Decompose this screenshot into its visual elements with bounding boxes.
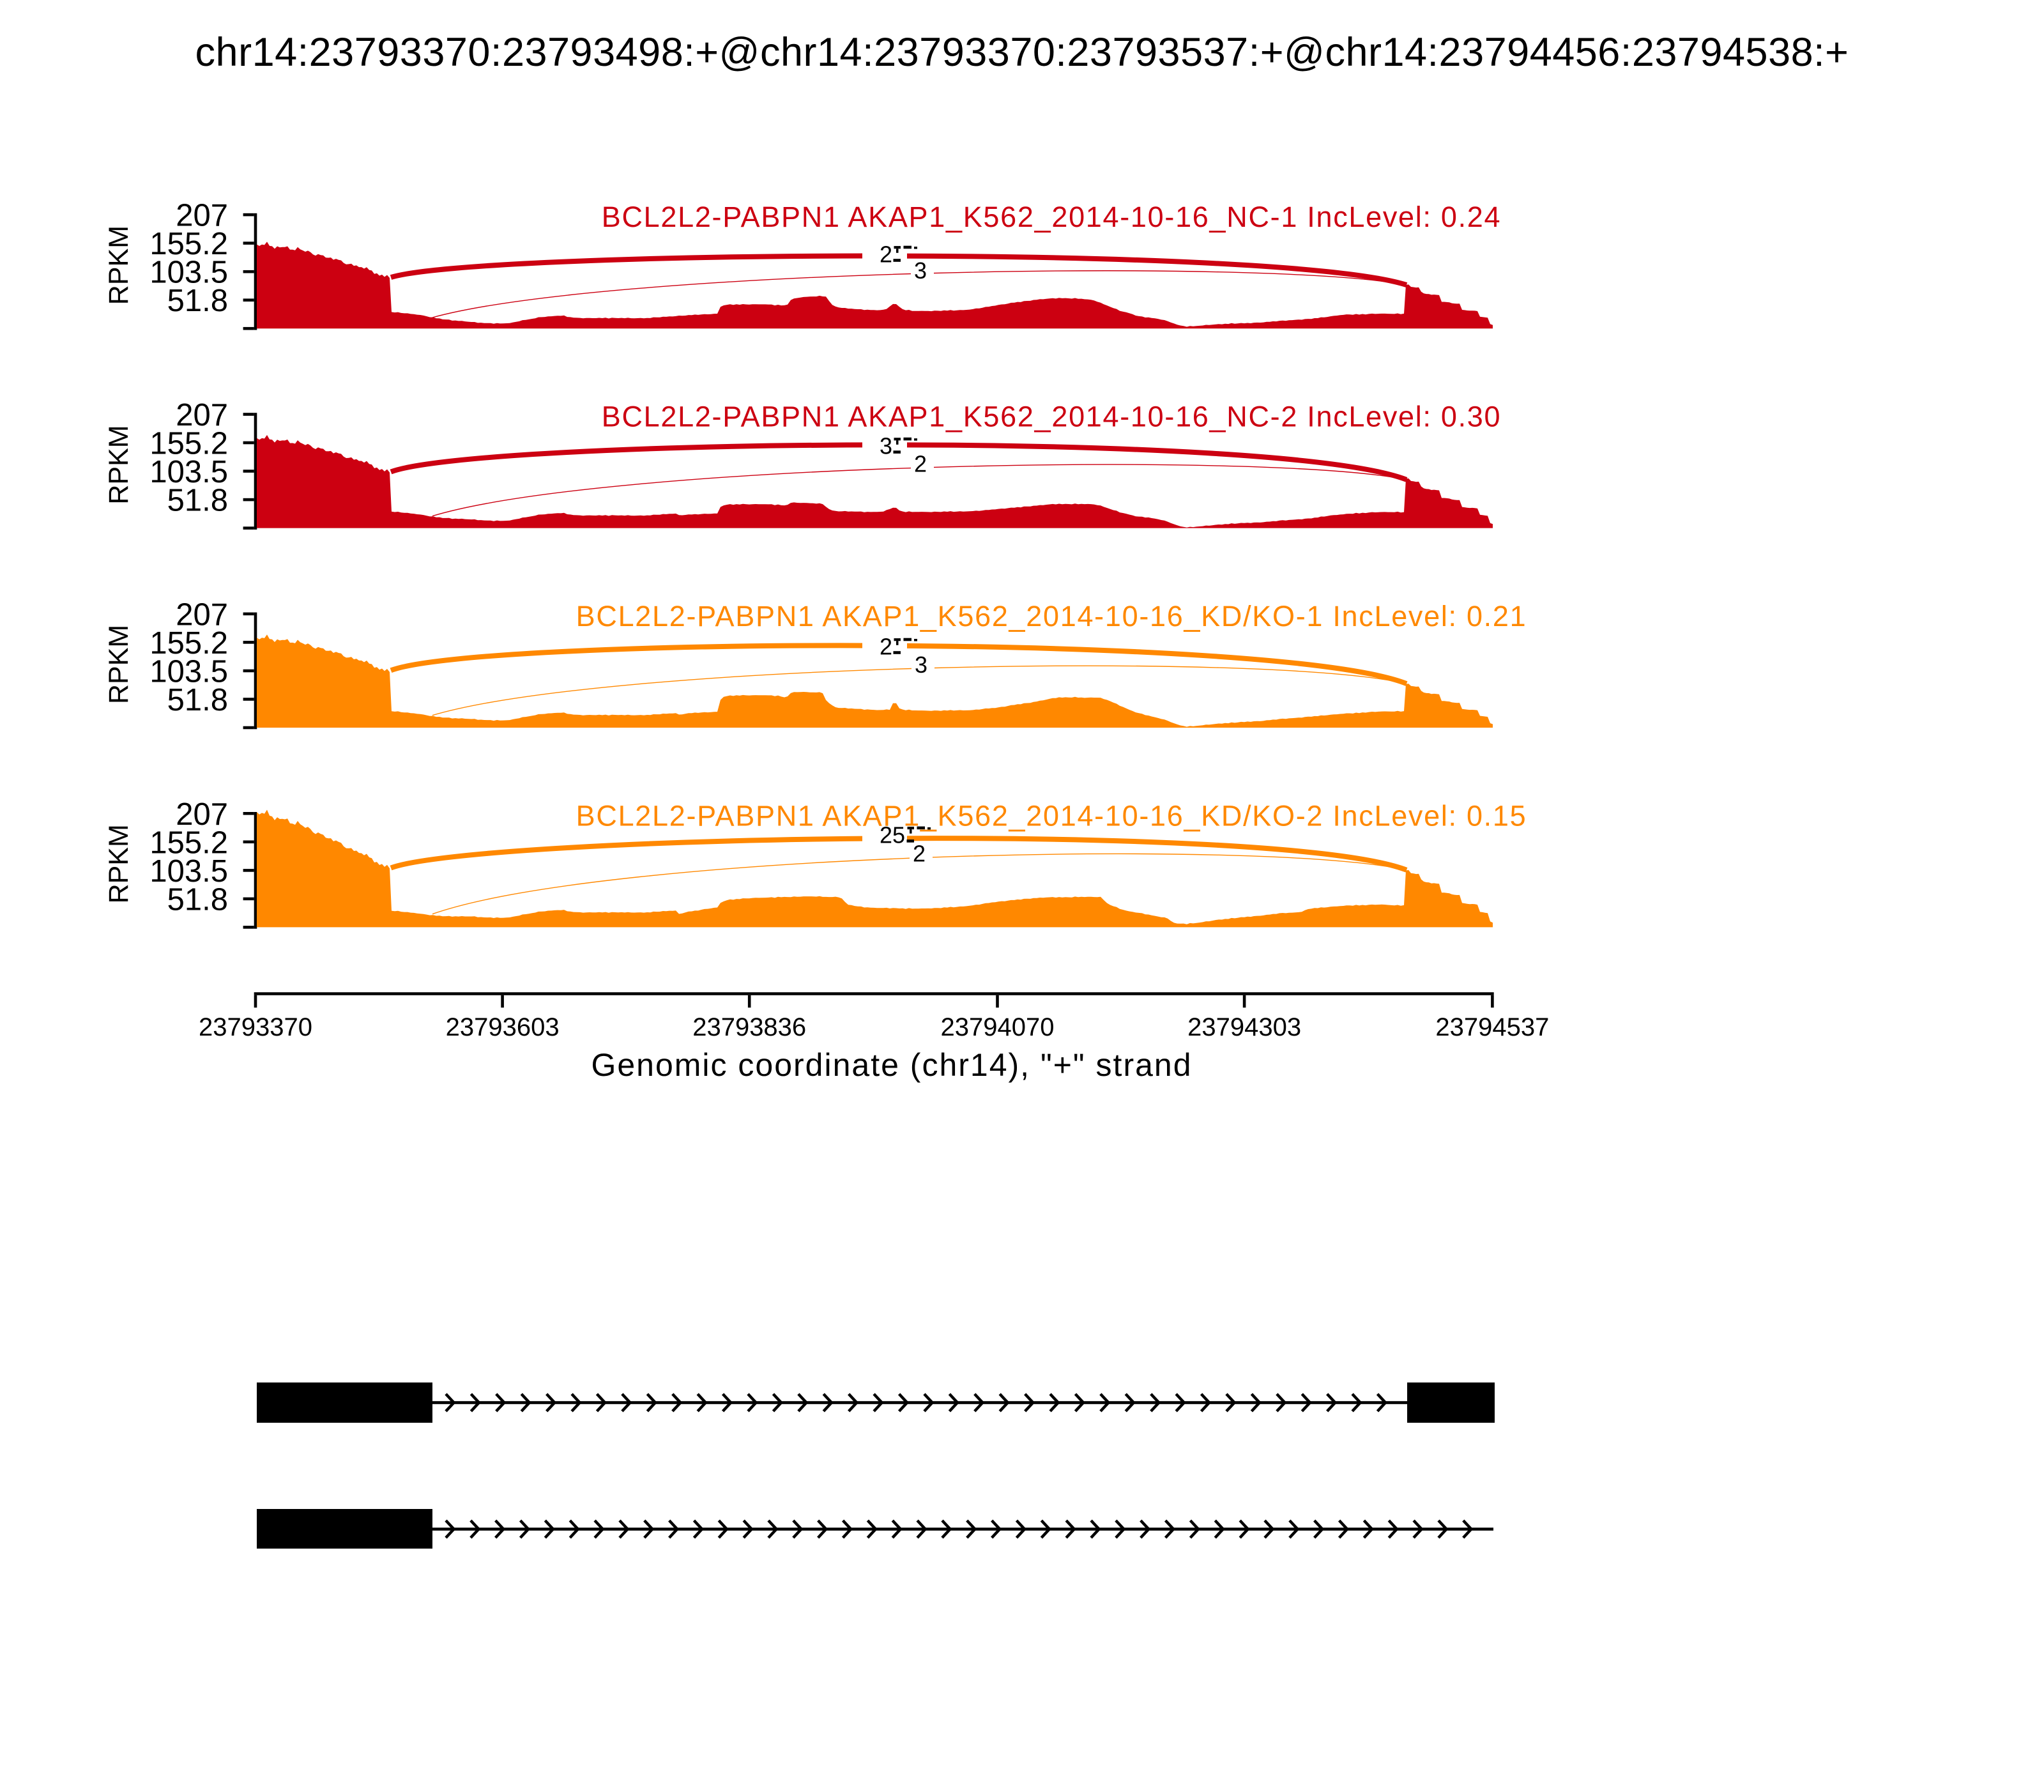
svg-text:BCL2L2-PABPN1 AKAP1_K562_2014-: BCL2L2-PABPN1 AKAP1_K562_2014-10-16_KD/K… (576, 799, 1527, 832)
svg-text:103.5: 103.5 (149, 854, 228, 889)
svg-text:23793603: 23793603 (446, 1013, 560, 1041)
svg-text:207: 207 (176, 199, 228, 233)
svg-text:3: 3 (914, 257, 927, 284)
svg-text:51.8: 51.8 (167, 683, 228, 717)
svg-text:155.2: 155.2 (149, 227, 228, 261)
svg-text:103.5: 103.5 (149, 655, 228, 689)
svg-text:RPKM: RPKM (103, 824, 134, 903)
svg-text:23794070: 23794070 (941, 1013, 1055, 1041)
svg-text:BCL2L2-PABPN1 AKAP1_K562_2014-: BCL2L2-PABPN1 AKAP1_K562_2014-10-16_KD/K… (576, 600, 1527, 632)
svg-text:207: 207 (176, 797, 228, 832)
svg-text:RPKM: RPKM (103, 226, 134, 305)
svg-text:103.5: 103.5 (149, 455, 228, 489)
svg-text:2: 2 (913, 841, 926, 867)
svg-text:Genomic coordinate (chr14), "+: Genomic coordinate (chr14), "+" strand (591, 1047, 1192, 1083)
svg-text:BCL2L2-PABPN1 AKAP1_K562_2014-: BCL2L2-PABPN1 AKAP1_K562_2014-10-16_NC-1… (602, 201, 1502, 233)
svg-text:25: 25 (880, 822, 905, 848)
svg-text:2: 2 (914, 450, 927, 477)
svg-text:chr14:23793370:23793498:+@chr1: chr14:23793370:23793498:+@chr14:23793370… (195, 30, 1849, 75)
svg-text:103.5: 103.5 (149, 256, 228, 290)
svg-text:23794537: 23794537 (1435, 1013, 1549, 1041)
svg-text:207: 207 (176, 398, 228, 433)
svg-text:BCL2L2-PABPN1 AKAP1_K562_2014-: BCL2L2-PABPN1 AKAP1_K562_2014-10-16_NC-2… (602, 401, 1502, 433)
svg-text:23793836: 23793836 (692, 1013, 806, 1041)
svg-text:155.2: 155.2 (149, 626, 228, 661)
svg-text:155.2: 155.2 (149, 825, 228, 860)
svg-text:3: 3 (915, 652, 927, 678)
svg-text:51.8: 51.8 (167, 284, 228, 318)
svg-text:2: 2 (880, 633, 892, 659)
svg-text:51.8: 51.8 (167, 484, 228, 518)
svg-text:207: 207 (176, 597, 228, 632)
svg-text:RPKM: RPKM (103, 425, 134, 504)
svg-text:23794303: 23794303 (1187, 1013, 1301, 1041)
svg-text:3: 3 (880, 433, 892, 459)
svg-text:RPKM: RPKM (103, 625, 134, 704)
svg-text:2: 2 (880, 241, 892, 267)
svg-text:51.8: 51.8 (167, 882, 228, 917)
svg-text:23793370: 23793370 (199, 1013, 312, 1041)
svg-text:155.2: 155.2 (149, 427, 228, 461)
